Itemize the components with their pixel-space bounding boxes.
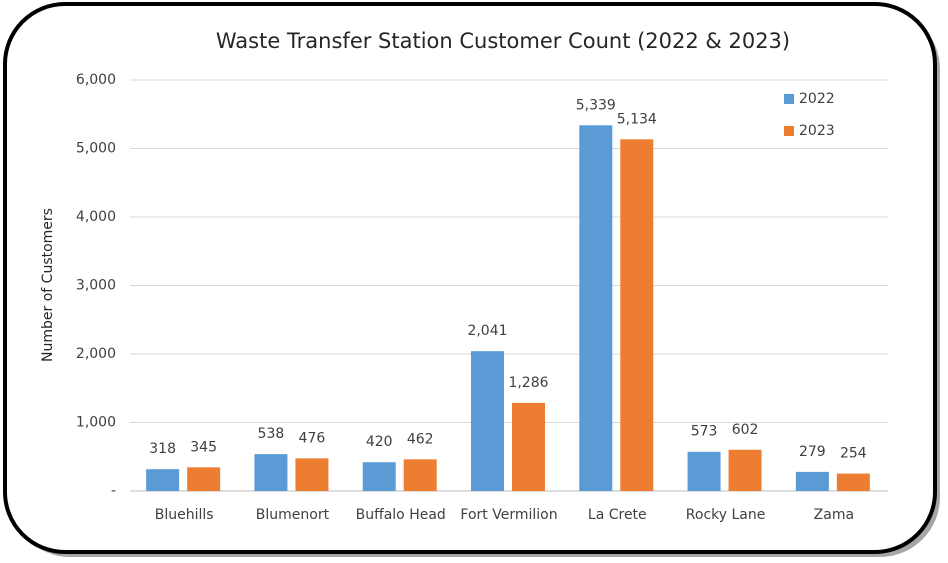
- bar: [836, 473, 870, 491]
- data-label: 420: [366, 434, 393, 450]
- x-tick-label: Fort Vermilion: [460, 507, 557, 523]
- bar: [687, 451, 721, 491]
- data-label: 602: [732, 422, 759, 438]
- x-tick-label: La Crete: [588, 507, 647, 523]
- legend-label: 2022: [799, 91, 835, 107]
- data-label: 5,134: [617, 111, 657, 127]
- legend-swatch: [784, 94, 794, 104]
- bar: [620, 139, 654, 492]
- y-tick-label: 1,000: [76, 415, 116, 431]
- y-tick-label: 6,000: [76, 72, 116, 88]
- bar: [728, 449, 762, 491]
- bar: [254, 454, 288, 491]
- x-tick-label: Rocky Lane: [686, 507, 766, 523]
- data-label: 2,041: [467, 323, 507, 339]
- data-label: 573: [691, 424, 718, 440]
- y-tick-label: 2,000: [76, 346, 116, 362]
- x-tick-label: Bluehills: [155, 507, 214, 523]
- data-label: 5,339: [576, 97, 616, 113]
- x-tick-label: Blumenort: [256, 507, 330, 523]
- y-tick-label: 5,000: [76, 141, 116, 157]
- legend-label: 2023: [799, 123, 835, 139]
- bar: [187, 467, 221, 491]
- data-label: 476: [299, 430, 326, 446]
- chart-title: Waste Transfer Station Customer Count (2…: [216, 29, 790, 53]
- bar: [579, 125, 613, 491]
- data-label: 345: [190, 439, 217, 455]
- y-tick-label: -: [111, 483, 116, 499]
- data-label: 279: [799, 444, 826, 460]
- bar: [795, 471, 829, 491]
- frame: [3, 2, 937, 554]
- x-tick-label: Buffalo Head: [356, 507, 446, 523]
- bar: [146, 469, 180, 491]
- y-axis-label: Number of Customers: [40, 208, 56, 362]
- legend-swatch: [784, 126, 794, 136]
- bar: [295, 458, 329, 491]
- y-tick-label: 3,000: [76, 278, 116, 294]
- data-label: 462: [407, 431, 434, 447]
- bar: [403, 459, 437, 491]
- data-label: 254: [840, 446, 867, 462]
- bar: [512, 402, 545, 491]
- bar: [471, 351, 504, 491]
- bar: [362, 462, 396, 491]
- data-label: 538: [258, 426, 285, 442]
- y-tick-label: 4,000: [76, 209, 116, 225]
- data-label: 1,286: [508, 375, 548, 391]
- data-label: 318: [149, 441, 176, 457]
- x-tick-label: Zama: [814, 507, 854, 523]
